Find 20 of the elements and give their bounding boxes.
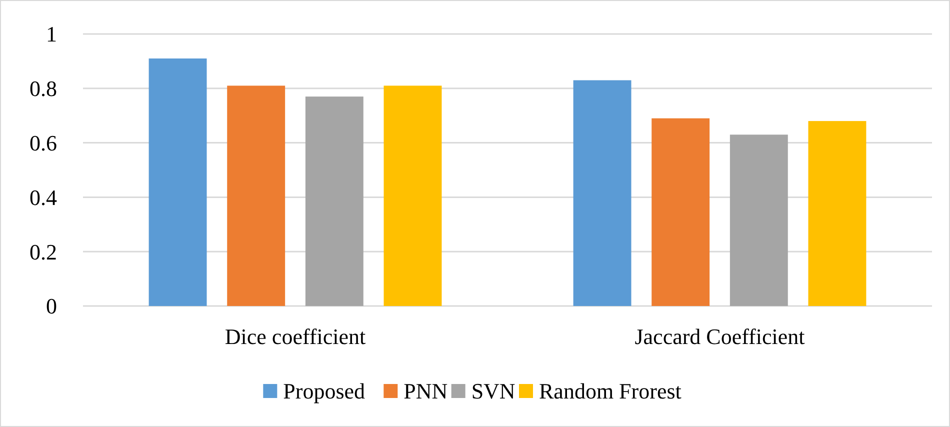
y-tick-label: 0.2 [30, 239, 57, 264]
bar [305, 96, 364, 306]
y-tick-label: 0.6 [30, 130, 57, 156]
legend-label: PNN [404, 378, 448, 404]
bar [384, 86, 442, 306]
legend-label: SVN [471, 378, 516, 404]
y-tick-label: 0.8 [30, 76, 57, 102]
y-tick-label: 0.4 [30, 184, 57, 210]
x-tick-label: Dice coefficient [224, 324, 366, 349]
legend-label: Random Frorest [539, 378, 682, 404]
bar [730, 134, 788, 306]
y-tick-label: 1 [46, 22, 57, 47]
bar [652, 118, 710, 306]
y-tick-label: 0 [46, 294, 57, 319]
bar [808, 121, 866, 306]
legend-label: Proposed [283, 378, 366, 404]
bar [148, 58, 207, 306]
x-tick-label: Jaccard Coefficient [634, 324, 805, 349]
bar [573, 80, 632, 306]
bar [227, 86, 286, 306]
